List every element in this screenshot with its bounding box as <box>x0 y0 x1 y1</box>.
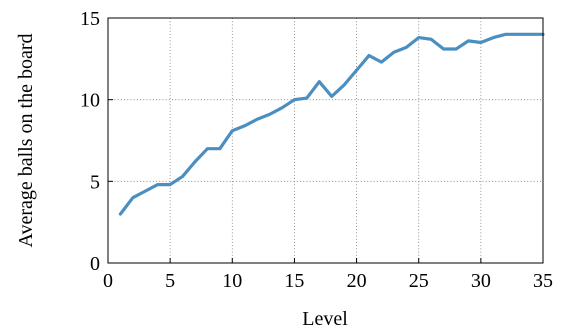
x-tick-label: 15 <box>284 270 304 292</box>
plot-frame <box>107 17 544 264</box>
x-tick-label: 30 <box>471 270 491 292</box>
y-tick-label: 5 <box>90 171 100 193</box>
x-tick-label: 0 <box>103 270 113 292</box>
y-axis-label: Average balls on the board <box>15 34 37 248</box>
series-line <box>118 32 545 216</box>
y-tick-label: 0 <box>90 253 100 275</box>
x-axis-label: Level <box>302 308 348 330</box>
x-tick-label: 20 <box>347 270 367 292</box>
y-tick-label: 10 <box>80 90 100 112</box>
y-tick-label: 15 <box>80 8 100 30</box>
series-layer <box>118 32 545 216</box>
x-tick-label: 5 <box>165 270 175 292</box>
x-tick-label: 35 <box>533 270 553 292</box>
axis-ticks: 0 5 10 15 20 25 30 35 0 5 10 15 <box>80 8 553 292</box>
x-tick-label: 10 <box>222 270 242 292</box>
x-tick-label: 25 <box>409 270 429 292</box>
grid <box>108 18 543 263</box>
